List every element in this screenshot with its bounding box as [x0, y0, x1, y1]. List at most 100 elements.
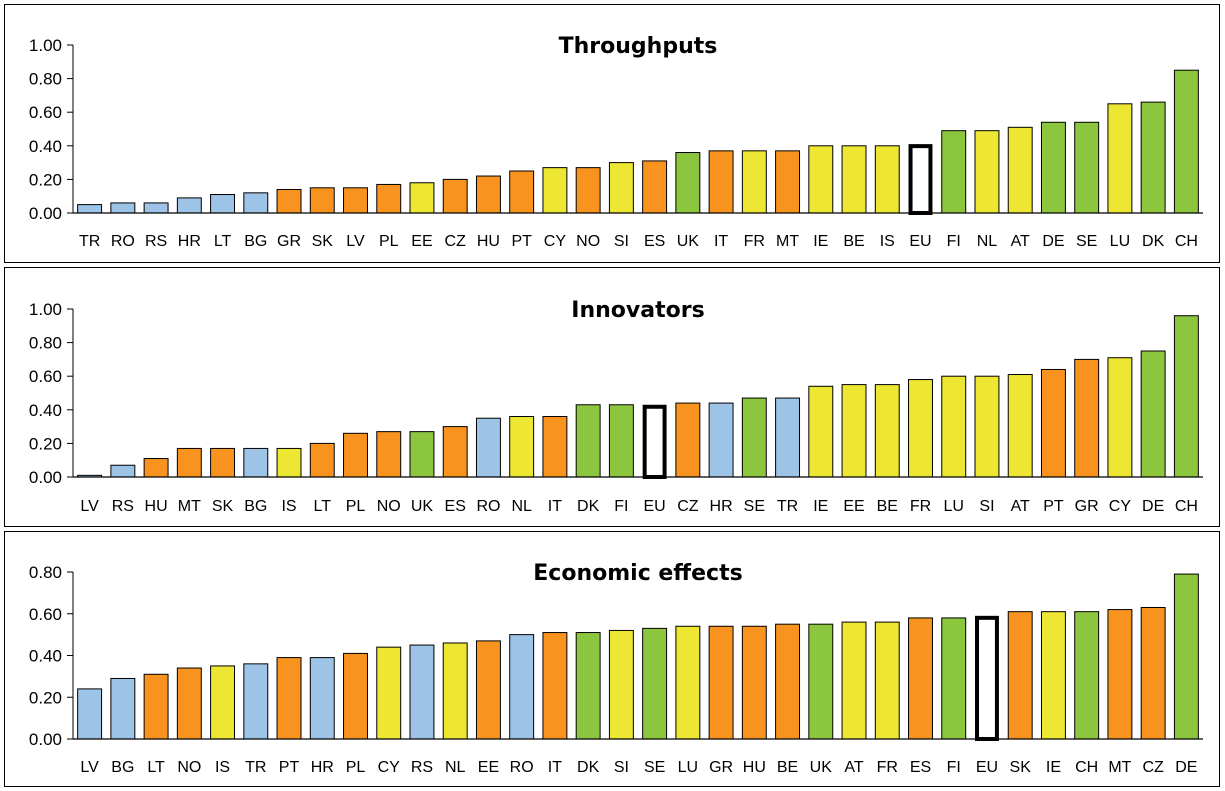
category-label: NL: [977, 233, 998, 250]
bar-cz: [442, 178, 468, 214]
y-tick-label: 0.60: [29, 367, 62, 386]
bar-lv: [77, 688, 103, 740]
category-label: IT: [714, 233, 728, 250]
bar-cy: [542, 167, 568, 214]
bar-ch: [1173, 69, 1199, 214]
category-label: RO: [111, 233, 135, 250]
bar-is: [276, 447, 302, 478]
category-label: HR: [311, 759, 334, 776]
bar-be: [874, 384, 900, 478]
bar-it: [708, 150, 734, 214]
category-label: PT: [1043, 498, 1064, 515]
bar-nl: [442, 642, 468, 740]
y-tick-label: 0.80: [29, 334, 62, 353]
bar-it: [542, 416, 568, 478]
bar-ee: [409, 182, 435, 214]
category-label: GR: [709, 759, 733, 776]
bar-cy: [376, 646, 402, 740]
bar-uk: [409, 431, 435, 478]
category-label: UK: [810, 759, 833, 776]
category-label: LV: [80, 759, 99, 776]
category-label: LU: [678, 759, 698, 776]
category-label: CH: [1175, 498, 1198, 515]
bar-bg: [243, 192, 269, 214]
category-label: FI: [947, 233, 961, 250]
bar-lu: [1107, 103, 1133, 214]
category-label: LT: [314, 498, 332, 515]
category-label: PL: [346, 498, 366, 515]
bar-dk: [575, 404, 601, 478]
bar-fi: [608, 404, 634, 478]
chart-title: Throughputs: [559, 34, 718, 59]
y-tick-label: 0.60: [29, 103, 62, 122]
category-label: CY: [544, 233, 567, 250]
y-tick-label: 0.40: [29, 137, 62, 156]
bar-hu: [143, 458, 169, 478]
category-label: CY: [378, 759, 401, 776]
bar-hr: [176, 197, 202, 214]
bar-pt: [509, 170, 535, 214]
category-label: CZ: [677, 498, 699, 515]
bar-mt: [176, 447, 202, 478]
chart-panel-economic-effects: Economic effects 0.00 0.20 0.40 0.60 0.80 LV BG…: [4, 531, 1220, 787]
category-label: EU: [909, 233, 931, 250]
bar-ro: [110, 202, 136, 214]
bar-rs: [110, 464, 136, 478]
category-label: ES: [910, 759, 931, 776]
category-label: SE: [744, 498, 765, 515]
category-label: BG: [244, 498, 267, 515]
bar-ch: [1173, 315, 1199, 478]
bar-es: [908, 617, 933, 740]
bar-eu: [908, 144, 933, 215]
category-label: LV: [346, 233, 365, 250]
category-label: HR: [710, 498, 733, 515]
bar-no: [575, 167, 601, 214]
category-label: HR: [178, 233, 201, 250]
category-label: IE: [813, 498, 828, 515]
category-label: PT: [279, 759, 300, 776]
bar-fi: [941, 617, 967, 740]
category-label: LU: [944, 498, 964, 515]
bar-tr: [77, 204, 103, 214]
bar-cz: [675, 402, 701, 478]
category-label: FI: [614, 498, 628, 515]
category-label: EE: [478, 759, 499, 776]
category-label: SK: [212, 498, 234, 515]
bar-nl: [509, 416, 535, 478]
bar-de: [1040, 121, 1066, 214]
category-label: CH: [1075, 759, 1098, 776]
category-label: NL: [511, 498, 532, 515]
bar-mt: [1107, 609, 1133, 740]
category-label: CY: [1109, 498, 1132, 515]
category-label: LV: [80, 498, 99, 515]
chart-title: Economic effects: [533, 561, 742, 586]
bar-pt: [276, 657, 302, 740]
bar-ro: [509, 634, 535, 740]
bar-fr: [874, 621, 900, 740]
category-label: SK: [312, 233, 334, 250]
category-label: CH: [1175, 233, 1198, 250]
bar-sk: [309, 187, 335, 214]
bar-is: [210, 665, 236, 740]
bar-no: [376, 431, 402, 478]
category-label: SI: [614, 233, 629, 250]
category-label: DE: [1042, 233, 1064, 250]
bar-lt: [309, 442, 335, 478]
y-tick-label: 0.00: [29, 730, 62, 749]
category-label: MT: [178, 498, 201, 515]
bar-pl: [343, 652, 368, 740]
bar-lv: [343, 187, 368, 214]
bar-hr: [309, 657, 335, 740]
bar-tr: [775, 397, 801, 478]
bar-cy: [1107, 357, 1133, 478]
category-label: RS: [112, 498, 134, 515]
bar-rs: [409, 644, 435, 740]
bar-ie: [808, 385, 834, 478]
bar-uk: [675, 152, 701, 214]
bar-at: [1007, 126, 1033, 214]
category-label: HU: [477, 233, 500, 250]
bar-se: [1074, 121, 1100, 214]
category-label: BE: [843, 233, 864, 250]
category-label: TR: [777, 498, 798, 515]
category-label: HU: [145, 498, 168, 515]
